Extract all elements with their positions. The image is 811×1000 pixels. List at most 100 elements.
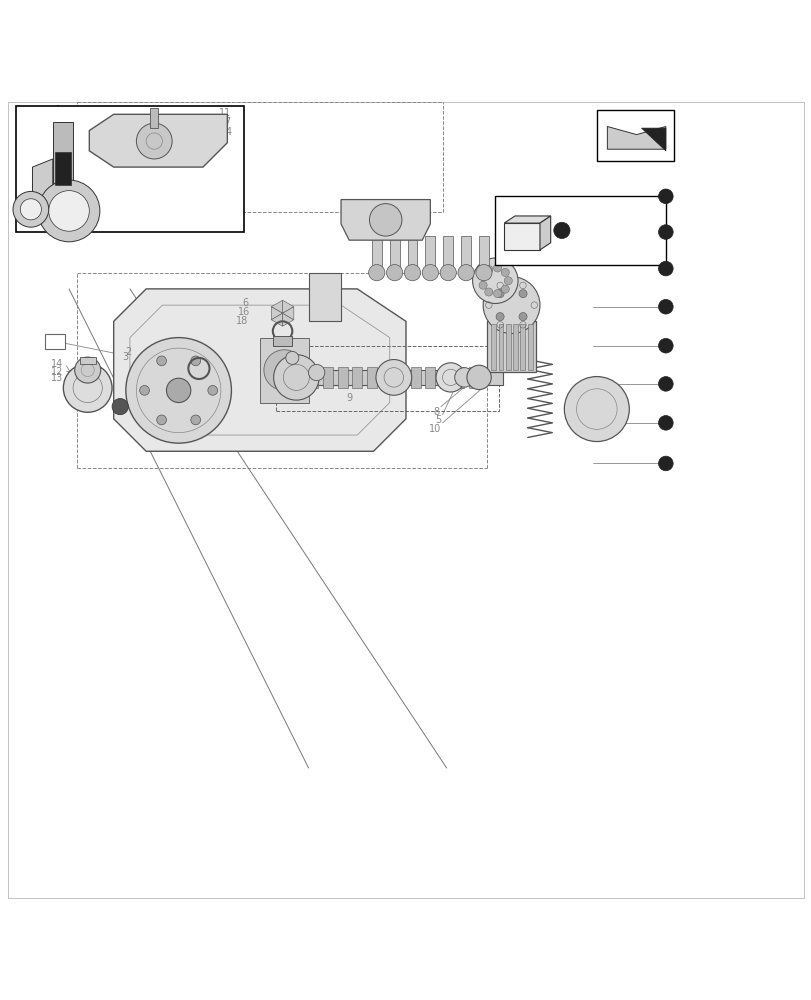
Circle shape bbox=[496, 290, 504, 298]
Circle shape bbox=[375, 360, 411, 395]
Circle shape bbox=[518, 313, 526, 321]
Bar bbox=[491, 324, 496, 370]
Circle shape bbox=[264, 350, 304, 390]
Circle shape bbox=[478, 281, 487, 289]
Circle shape bbox=[369, 204, 401, 236]
Polygon shape bbox=[32, 167, 81, 216]
Bar bbox=[505, 324, 510, 370]
Polygon shape bbox=[114, 289, 406, 451]
Circle shape bbox=[386, 265, 402, 281]
Circle shape bbox=[500, 268, 508, 276]
Bar bbox=[596, 110, 673, 161]
Circle shape bbox=[166, 378, 191, 403]
Circle shape bbox=[483, 277, 539, 334]
Bar bbox=[323, 367, 333, 388]
Bar bbox=[337, 367, 347, 388]
Circle shape bbox=[191, 356, 200, 366]
Bar bbox=[527, 324, 532, 370]
Polygon shape bbox=[641, 128, 665, 151]
Circle shape bbox=[112, 398, 128, 415]
Circle shape bbox=[658, 189, 672, 204]
Circle shape bbox=[208, 386, 217, 395]
Text: 6: 6 bbox=[242, 298, 248, 308]
Bar bbox=[498, 324, 503, 370]
Bar bbox=[45, 334, 65, 349]
Polygon shape bbox=[89, 114, 227, 167]
Circle shape bbox=[404, 265, 420, 281]
Polygon shape bbox=[32, 159, 53, 196]
Text: 2: 2 bbox=[125, 347, 131, 357]
Bar bbox=[308, 273, 341, 321]
Circle shape bbox=[136, 123, 172, 159]
Bar bbox=[150, 108, 158, 128]
Bar bbox=[425, 367, 435, 388]
Circle shape bbox=[472, 258, 517, 303]
Circle shape bbox=[436, 363, 465, 392]
Circle shape bbox=[63, 364, 112, 412]
Bar bbox=[272, 336, 292, 346]
Circle shape bbox=[496, 313, 504, 321]
Bar bbox=[260, 338, 308, 403]
Circle shape bbox=[658, 456, 672, 471]
Text: 17: 17 bbox=[311, 368, 324, 378]
Bar bbox=[16, 106, 243, 232]
Bar bbox=[495, 196, 665, 265]
Bar bbox=[79, 357, 96, 364]
Polygon shape bbox=[504, 216, 550, 223]
Circle shape bbox=[478, 272, 487, 280]
Text: 9: 9 bbox=[345, 393, 352, 403]
Text: 3: 3 bbox=[122, 352, 128, 362]
Polygon shape bbox=[607, 126, 665, 149]
Circle shape bbox=[658, 225, 672, 239]
Circle shape bbox=[273, 355, 319, 400]
Text: 1: 1 bbox=[52, 337, 58, 347]
Circle shape bbox=[49, 191, 89, 231]
Text: 10: 10 bbox=[428, 424, 441, 434]
Circle shape bbox=[658, 377, 672, 391]
Circle shape bbox=[564, 377, 629, 442]
Circle shape bbox=[440, 265, 456, 281]
Circle shape bbox=[466, 365, 491, 390]
Circle shape bbox=[75, 357, 101, 383]
Bar bbox=[478, 236, 488, 277]
Circle shape bbox=[157, 356, 166, 366]
Circle shape bbox=[139, 386, 149, 395]
Polygon shape bbox=[504, 223, 539, 250]
Circle shape bbox=[500, 285, 508, 293]
Circle shape bbox=[658, 261, 672, 276]
Bar bbox=[440, 367, 449, 388]
Text: 13: 13 bbox=[50, 373, 63, 383]
Circle shape bbox=[484, 265, 492, 274]
Text: 5: 5 bbox=[435, 415, 441, 425]
Polygon shape bbox=[53, 122, 73, 187]
Text: 8: 8 bbox=[432, 407, 439, 417]
Bar bbox=[276, 370, 503, 385]
Bar bbox=[410, 367, 420, 388]
Circle shape bbox=[493, 264, 501, 272]
Text: 11: 11 bbox=[218, 108, 231, 118]
Text: = 15: = 15 bbox=[570, 225, 598, 235]
Text: 14: 14 bbox=[50, 359, 63, 369]
Circle shape bbox=[38, 180, 100, 242]
Polygon shape bbox=[487, 321, 535, 372]
Bar bbox=[513, 324, 517, 370]
Bar bbox=[407, 236, 417, 277]
Bar bbox=[276, 346, 499, 411]
Circle shape bbox=[493, 289, 501, 298]
Bar bbox=[461, 236, 470, 277]
Circle shape bbox=[553, 222, 569, 239]
Circle shape bbox=[475, 265, 491, 281]
Circle shape bbox=[191, 415, 200, 425]
Text: KIT: KIT bbox=[517, 226, 532, 235]
Circle shape bbox=[422, 265, 438, 281]
Circle shape bbox=[308, 364, 324, 381]
Polygon shape bbox=[282, 313, 294, 326]
Circle shape bbox=[504, 277, 512, 285]
Circle shape bbox=[658, 338, 672, 353]
Circle shape bbox=[368, 265, 384, 281]
Bar bbox=[352, 367, 362, 388]
Polygon shape bbox=[271, 307, 282, 320]
Bar bbox=[308, 367, 318, 388]
Circle shape bbox=[285, 351, 298, 364]
Polygon shape bbox=[341, 200, 430, 240]
